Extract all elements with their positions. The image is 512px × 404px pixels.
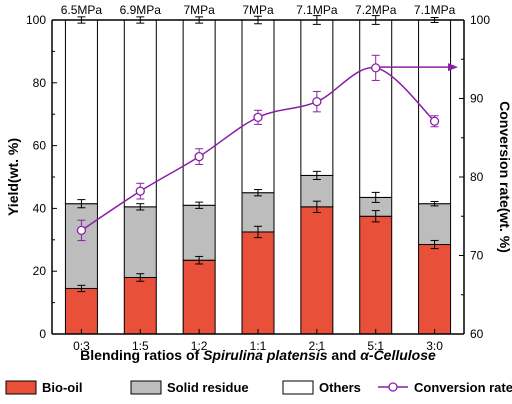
right-tick-label: 100 — [470, 13, 490, 27]
legend-label-0: Bio-oil — [42, 380, 82, 395]
x-axis-title-part: Blending ratios of — [80, 347, 203, 363]
error-bar-1-0 — [77, 199, 86, 209]
x-tick-label: 5:1 — [367, 339, 384, 353]
error-bar-1-1 — [136, 203, 145, 211]
bar-solid-residue-3 — [241, 192, 275, 233]
bar-bio-oil-5 — [359, 215, 393, 335]
left-tick-label: 80 — [33, 76, 47, 90]
error-bar-0-2 — [195, 255, 204, 265]
bar-bio-oil-6 — [418, 244, 452, 335]
right-tick-label: 70 — [470, 249, 484, 263]
bar-others-5 — [359, 19, 393, 198]
left-tick-label: 20 — [33, 264, 47, 278]
pressure-label: 7.1MPa — [296, 3, 338, 17]
error-bar-1-3 — [254, 189, 262, 197]
legend-swatch-2 — [282, 380, 314, 395]
bar-others-1 — [123, 19, 157, 208]
error-bar-1-5 — [371, 191, 380, 203]
error-bar-0-1 — [136, 273, 145, 282]
legend-swatch-1 — [130, 380, 162, 395]
error-bar-1-2 — [195, 201, 204, 209]
bar-bio-oil-1 — [123, 276, 157, 335]
legend-line-marker — [388, 382, 398, 392]
bar-others-2 — [182, 19, 216, 206]
labels-layer: 0 20 40 60 80 100 60 70 80 90 100 0:3 1:5 1:2 1:1 2:1 5:… — [5, 3, 512, 363]
conversion-point — [312, 96, 322, 107]
legend-label-1: Solid residue — [167, 380, 249, 395]
axes-layer — [51, 19, 465, 335]
x-tick-label: 3:0 — [426, 339, 443, 353]
left-tick-label: 100 — [26, 13, 46, 27]
legend-label-2: Others — [319, 380, 361, 395]
error-bar-0-6 — [430, 239, 439, 250]
bar-bio-oil-4 — [300, 206, 334, 335]
conversion-point — [253, 112, 263, 122]
pressure-label: 7.2MPa — [355, 3, 397, 17]
y2-axis-title: Conversion rate(wt. %) — [497, 101, 512, 253]
conversion-line-layer — [76, 54, 458, 242]
x-tick-label: 0:3 — [73, 339, 90, 353]
x-tick-label: 2:1 — [309, 339, 326, 353]
error-bar-1-4 — [312, 170, 321, 181]
bar-solid-residue-6 — [418, 203, 452, 246]
error-bar-0-0 — [77, 284, 86, 293]
legend-label-line: Conversion rate — [414, 380, 512, 395]
error-bar-0-4 — [312, 200, 321, 213]
bar-bio-oil-0 — [64, 287, 98, 335]
left-tick-label: 60 — [33, 139, 47, 153]
left-tick-label: 0 — [39, 327, 46, 341]
x-tick-label: 1:5 — [132, 339, 149, 353]
y-axis-title: Yield(wt. %) — [5, 138, 21, 216]
pressure-label: 7MPa — [242, 3, 274, 17]
bar-bio-oil-3 — [241, 231, 275, 335]
x-tick-label: 1:1 — [250, 339, 267, 353]
right-tick-label: 80 — [470, 170, 484, 184]
pressure-label: 6.5MPa — [61, 3, 103, 17]
bar-others-3 — [241, 19, 275, 194]
x-axis-title-part: and — [328, 347, 361, 363]
bar-solid-residue-2 — [182, 204, 216, 261]
x-axis-title-part: Spirulina platensis — [203, 347, 328, 363]
bar-others-0 — [64, 19, 98, 205]
pressure-label: 7MPa — [183, 3, 215, 17]
conversion-point — [371, 63, 381, 73]
legend: Bio-oil Solid residue Others Conversion rat… — [5, 380, 512, 395]
right-tick-label: 60 — [470, 327, 484, 341]
left-tick-label: 40 — [33, 201, 47, 215]
x-tick-label: 1:2 — [191, 339, 208, 353]
conversion-axis-arrow-icon — [448, 63, 458, 72]
x-axis-title: Blending ratios of Spirulina platensis a… — [80, 347, 436, 363]
conversion-point — [194, 151, 204, 162]
x-axis-title-part: α-Cellulose — [360, 347, 436, 363]
error-bar-0-3 — [254, 225, 262, 239]
pressure-label: 6.9MPa — [120, 3, 162, 17]
conversion-point — [135, 186, 145, 196]
bar-others-6 — [418, 19, 452, 205]
bar-bio-oil-2 — [182, 259, 216, 335]
bar-solid-residue-1 — [123, 206, 157, 278]
error-bar-1-6 — [430, 200, 439, 207]
legend-swatch-0 — [5, 380, 37, 395]
pressure-label: 7.1MPa — [414, 3, 456, 17]
right-tick-label: 90 — [470, 92, 484, 106]
bar-solid-residue-0 — [64, 203, 98, 289]
conversion-point — [429, 116, 440, 126]
error-bar-0-5 — [371, 210, 380, 223]
conversion-point — [76, 225, 87, 236]
